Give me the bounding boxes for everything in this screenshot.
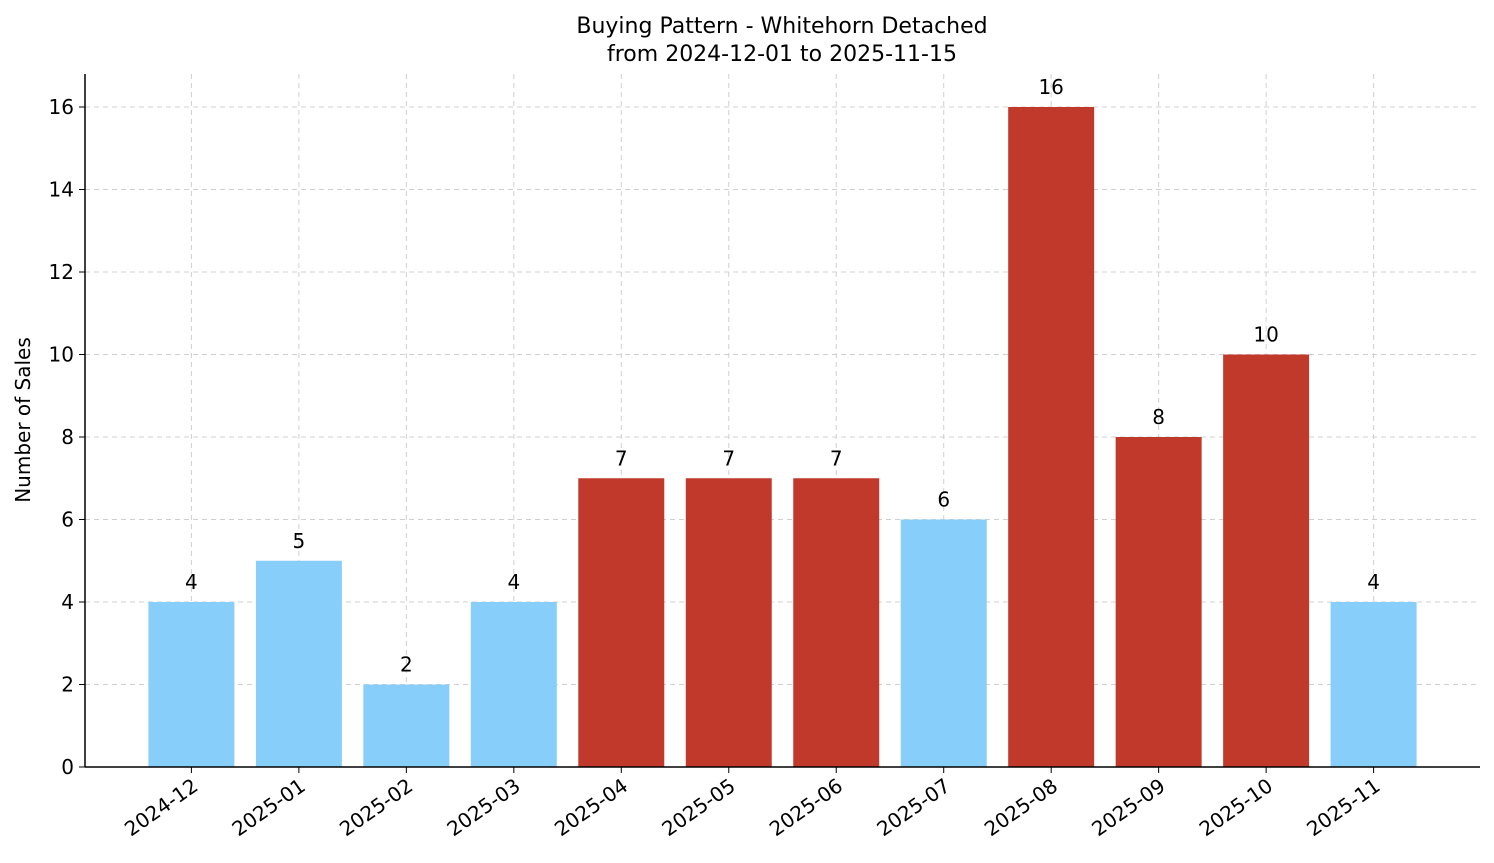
data-label: 7 [615, 446, 628, 470]
x-tick-label: 2025-11 [1302, 773, 1384, 841]
bar [1330, 602, 1417, 767]
bar [1008, 107, 1095, 767]
x-tick-label: 2025-01 [228, 773, 310, 841]
bar [255, 560, 342, 767]
x-tick-label: 2025-04 [550, 773, 632, 841]
data-label: 8 [1152, 405, 1165, 429]
x-tick-label: 2025-05 [657, 773, 739, 841]
y-tick-label: 8 [61, 425, 74, 449]
bar [793, 478, 880, 767]
bar [685, 478, 772, 767]
x-tick-label: 2025-10 [1195, 773, 1277, 841]
x-tick-label: 2025-06 [765, 773, 847, 841]
x-tick-label: 2025-02 [335, 773, 417, 841]
data-label: 5 [293, 529, 306, 553]
y-tick-label: 10 [49, 343, 74, 367]
bar [1223, 354, 1310, 767]
bar [578, 478, 665, 767]
data-label: 16 [1038, 75, 1063, 99]
bar [1115, 437, 1202, 767]
x-tick-label: 2025-08 [980, 773, 1062, 841]
y-tick-label: 2 [61, 673, 74, 697]
data-label: 2 [400, 653, 413, 677]
x-tick-label: 2025-09 [1087, 773, 1169, 841]
y-tick-label: 0 [61, 755, 74, 779]
y-tick-label: 14 [49, 178, 74, 202]
data-label: 10 [1253, 323, 1278, 347]
x-tick-label: 2024-12 [120, 773, 202, 841]
data-label: 4 [1367, 570, 1380, 594]
bar [148, 602, 235, 767]
data-label: 4 [185, 570, 198, 594]
data-label: 7 [830, 446, 843, 470]
y-axis-label: Number of Sales [11, 337, 35, 503]
data-label: 6 [937, 488, 950, 512]
chart-subtitle: from 2024-12-01 to 2025-11-15 [607, 42, 957, 67]
chart-title: Buying Pattern - Whitehorn Detached [576, 14, 987, 39]
bar [363, 684, 450, 767]
y-tick-label: 12 [49, 260, 74, 284]
bar [900, 519, 987, 767]
bar [470, 602, 557, 767]
y-tick-label: 6 [61, 508, 74, 532]
y-tick-label: 16 [49, 95, 74, 119]
data-label: 7 [722, 446, 735, 470]
y-tick-label: 4 [61, 590, 74, 614]
data-label: 4 [507, 570, 520, 594]
x-tick-label: 2025-03 [442, 773, 524, 841]
x-tick-label: 2025-07 [872, 773, 954, 841]
